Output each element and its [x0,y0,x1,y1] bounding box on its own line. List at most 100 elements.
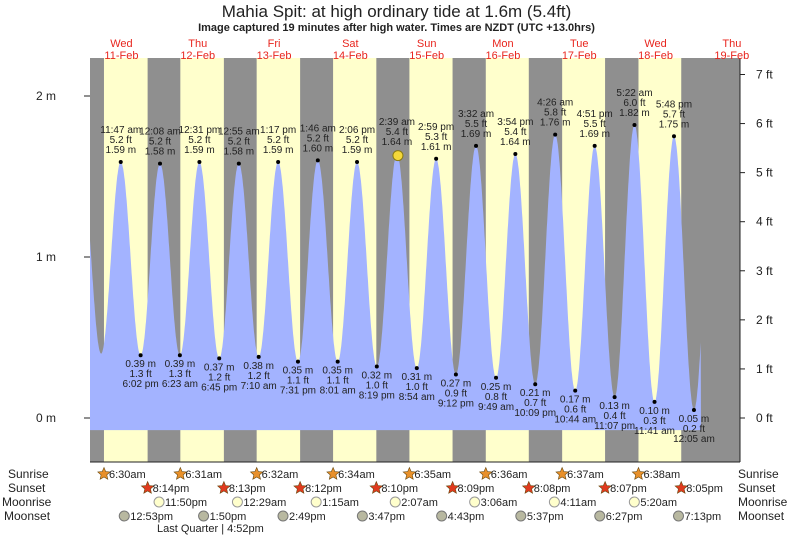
low-tide-label: 0.38 m [243,361,274,372]
y-tick-m: 1 m [36,250,56,264]
sunrise-time: 6:31am [185,469,222,481]
high-tide-point [197,160,202,165]
low-tide-label: 1.1 ft [287,376,309,387]
high-tide-point [158,161,163,166]
moonrise-time: 2:07am [401,497,438,509]
high-tide-label: 1.61 m [421,142,452,153]
low-tide-label: 0.10 m [639,406,670,417]
high-tide-label: 1.64 m [500,137,531,148]
tide-area [90,125,701,431]
moonset-time: 4:43pm [448,511,485,523]
moonset-icon [277,510,289,522]
low-tide-label: 6:23 am [162,379,198,390]
low-tide-label: 0.13 m [599,401,630,412]
sunrise-icon [326,466,341,480]
day-label-dow: Sat [342,38,359,50]
low-tide-label: 0.39 m [165,359,196,370]
high-tide-label: 3:32 am [458,109,494,120]
y-tick-ft: 0 ft [756,411,773,425]
low-tide-label: 1.2 ft [248,371,270,382]
sunrise-icon [97,466,111,480]
high-tide-label: 2:39 am [379,117,415,128]
sunrise-icon [402,466,417,480]
high-tide-label: 5.2 ft [149,137,171,148]
day-label-date: 18-Feb [638,50,673,62]
high-tide-label: 5.4 ft [386,127,408,138]
y-tick-ft: 2 ft [756,313,773,327]
low-tide-point [335,359,340,364]
low-tide-label: 10:09 pm [514,408,556,419]
day-label-date: 12-Feb [180,50,215,62]
sunrise-icon [555,466,570,480]
moonrise-icon [628,496,640,508]
sunrise-icon [478,466,493,480]
high-tide-label: 5.2 ft [110,135,132,146]
sunrise-time: 6:32am [262,469,299,481]
high-tide-label: 4:26 am [537,98,573,109]
sunset-time: 8:05pm [686,483,723,495]
low-tide-label: 0.21 m [520,388,551,399]
low-tide-point [256,354,261,359]
sunset-time: 8:13pm [229,483,266,495]
high-tide-label: 1.75 m [659,119,690,130]
y-tick-ft: 6 ft [756,117,773,131]
low-tide-point [217,356,222,361]
high-tide-point [276,160,281,165]
low-tide-label: 8:01 am [320,386,356,397]
high-tide-point [632,122,637,127]
moonset-icon [436,510,448,522]
day-label-dow: Mon [492,38,513,50]
high-tide-label: 2:59 pm [418,122,454,133]
moonrise-label-right: Moonrise [738,495,788,509]
moonrise-icon [469,496,481,508]
y-tick-ft: 5 ft [756,166,773,180]
high-tide-label: 5.2 ft [267,135,289,146]
moonset-icon [198,510,210,522]
moonset-icon [515,510,527,522]
low-tide-label: 1.3 ft [129,369,151,380]
sunset-time: 8:10pm [381,483,418,495]
low-tide-point [177,353,182,358]
high-tide-label: 4:51 pm [577,109,613,120]
sunset-icon [140,480,155,494]
day-label-date: 13-Feb [257,50,292,62]
sunrise-time: 6:30am [109,469,146,481]
sunrise-icon [631,466,646,480]
moonset-time: 3:47pm [368,511,405,523]
high-tide-label: 1.69 m [461,129,492,140]
sunset-icon [369,480,384,494]
moonset-time: 7:13pm [685,511,722,523]
high-tide-point [553,132,558,137]
low-tide-label: 1.2 ft [208,372,230,383]
high-tide-point [513,151,518,156]
high-tide-label: 1.59 m [184,145,215,156]
low-tide-label: 0.3 ft [643,416,665,427]
low-tide-label: 0.2 ft [683,424,705,435]
low-tide-label: 12:05 am [673,434,715,445]
high-tide-label: 5.5 ft [465,119,487,130]
sunrise-icon [173,466,188,480]
moonset-time: 12:53pm [130,511,173,523]
moonset-time: 2:49pm [289,511,326,523]
low-tide-label: 1.1 ft [327,376,349,387]
high-tide-label: 1.69 m [579,129,610,140]
low-tide-label: 6:45 pm [201,382,237,393]
sunset-icon [216,480,231,494]
moon-phase-label: Last Quarter | 4:52pm [157,523,264,535]
low-tide-label: 0.37 m [204,362,235,373]
high-tide-label: 1.59 m [342,145,373,156]
y-tick-ft: 7 ft [756,67,773,81]
high-tide-label: 5.4 ft [504,127,526,138]
low-tide-label: 0.17 m [560,395,591,406]
low-tide-label: 0.4 ft [603,411,625,422]
moonrise-time: 1:15am [322,497,359,509]
high-tide-label: 3:54 pm [497,117,533,128]
high-tide-label: 5:48 pm [656,99,692,110]
high-tide-label: 1.82 m [619,108,650,119]
day-label-dow: Fri [268,38,281,50]
low-tide-label: 0.27 m [441,379,472,390]
sunset-icon [521,480,536,494]
low-tide-point [374,364,379,369]
low-tide-label: 0.32 m [362,370,393,381]
